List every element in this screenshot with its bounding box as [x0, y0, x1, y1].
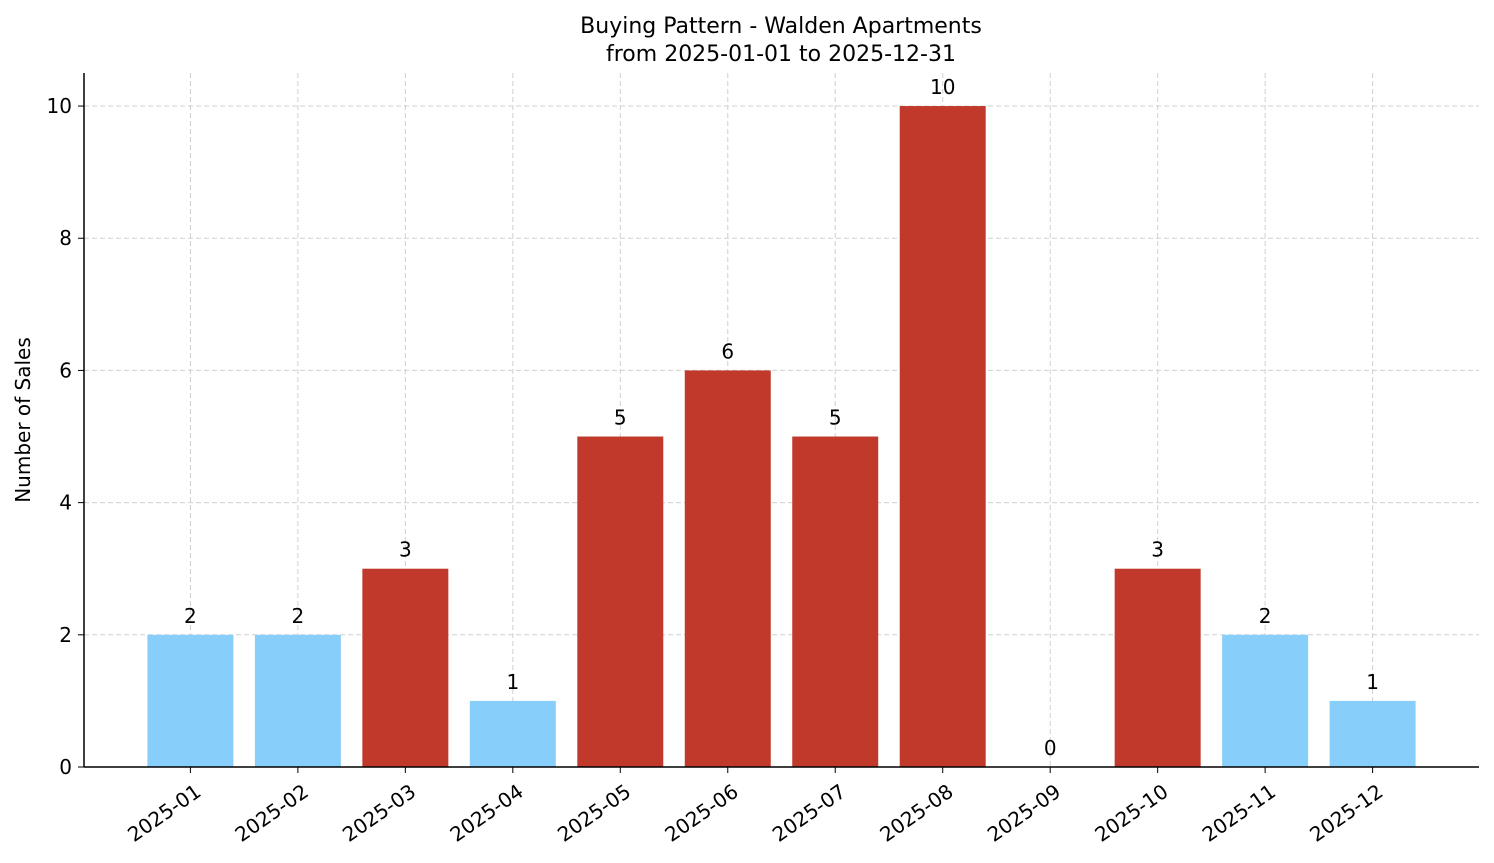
y-axis-label: Number of Sales	[11, 337, 35, 503]
x-tick-label: 2025-10	[1090, 779, 1172, 847]
data-label: 5	[614, 406, 627, 430]
chart-subtitle: from 2025-01-01 to 2025-12-31	[606, 42, 956, 67]
x-tick-label: 2025-02	[231, 779, 313, 847]
bar	[362, 568, 449, 767]
x-tick-label: 2025-09	[983, 779, 1065, 847]
x-tick-label: 2025-12	[1305, 779, 1387, 847]
data-label: 0	[1044, 736, 1057, 760]
x-tick-label: 2025-06	[660, 779, 742, 847]
y-tick-label: 2	[59, 623, 72, 647]
bar	[147, 634, 234, 767]
y-tick-label: 4	[59, 491, 72, 515]
data-label: 2	[184, 604, 197, 628]
x-tick-label: 2025-08	[875, 779, 957, 847]
x-tick-label: 2025-04	[445, 779, 527, 847]
bar	[1222, 634, 1309, 767]
x-tick-label: 2025-07	[768, 779, 850, 847]
data-label: 1	[1366, 670, 1379, 694]
y-tick-label: 10	[47, 94, 72, 118]
bar	[254, 634, 341, 767]
bar	[792, 436, 879, 767]
x-tick-label: 2025-01	[123, 779, 205, 847]
bar	[577, 436, 664, 767]
bar	[1114, 568, 1201, 767]
data-label: 3	[1151, 538, 1164, 562]
data-label: 6	[721, 339, 734, 363]
data-label: 2	[1259, 604, 1272, 628]
bar	[1329, 700, 1416, 767]
y-tick-label: 0	[59, 755, 72, 779]
bar	[684, 370, 771, 767]
bar	[469, 700, 556, 767]
data-label: 5	[829, 406, 842, 430]
chart-title: Buying Pattern - Walden Apartments	[580, 14, 982, 39]
data-label: 2	[292, 604, 305, 628]
y-tick-label: 8	[59, 226, 72, 250]
data-label: 10	[930, 75, 955, 99]
x-tick-label: 2025-11	[1198, 779, 1280, 847]
y-tick-label: 6	[59, 358, 72, 382]
data-label: 3	[399, 538, 412, 562]
x-tick-label: 2025-03	[338, 779, 420, 847]
x-tick-label: 2025-05	[553, 779, 635, 847]
data-label: 1	[506, 670, 519, 694]
bar	[899, 106, 986, 768]
